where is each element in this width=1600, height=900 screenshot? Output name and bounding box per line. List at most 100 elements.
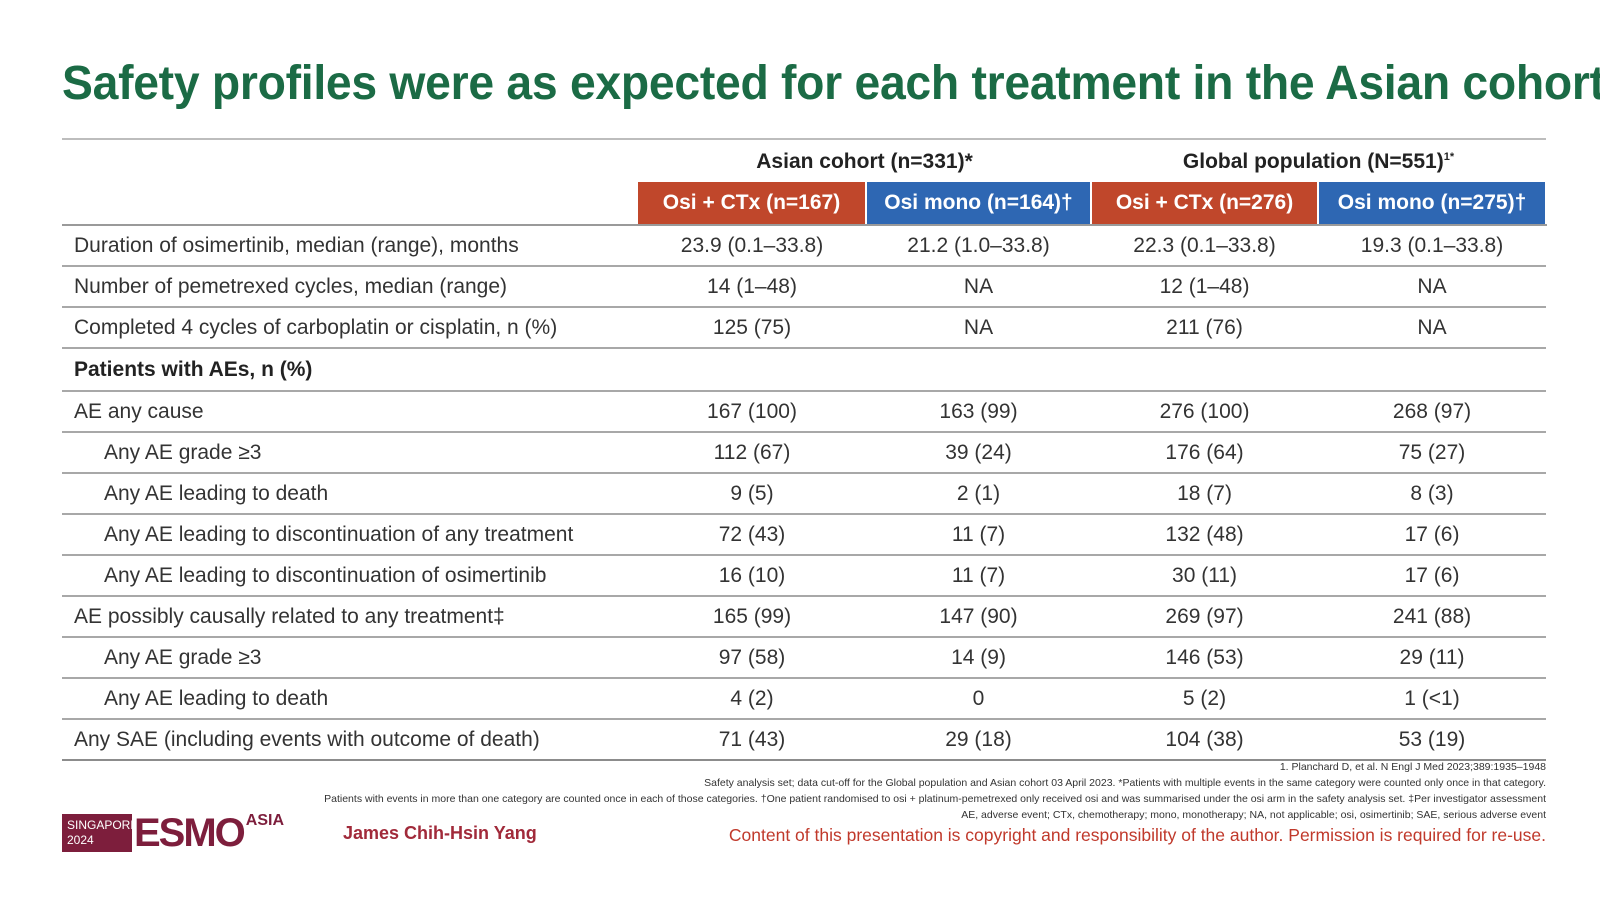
table-cell: 21.2 (1.0–33.8): [866, 225, 1092, 267]
section-label: Patients with AEs, n (%): [62, 348, 1547, 392]
table-cell: 167 (100): [638, 391, 866, 433]
table-cell: 1 (<1): [1318, 678, 1547, 720]
row-label: Number of pemetrexed cycles, median (ran…: [62, 266, 638, 308]
table-row: Duration of osimertinib, median (range),…: [62, 225, 1547, 267]
table-cell: 19.3 (0.1–33.8): [1318, 225, 1547, 267]
table-row: Any SAE (including events with outcome o…: [62, 719, 1547, 761]
table-cell: 30 (11): [1091, 555, 1319, 597]
arm-header-asian-mono: Osi mono (n=164)†: [866, 182, 1093, 226]
table-cell: 14 (9): [866, 637, 1092, 679]
table-cell: 16 (10): [638, 555, 866, 597]
arm-header-asian-combo: Osi + CTx (n=167): [638, 182, 867, 226]
table-cell: 165 (99): [638, 596, 866, 638]
table-cell: 29 (18): [866, 719, 1092, 761]
table-row: AE possibly causally related to any trea…: [62, 596, 1547, 638]
group-label: Asian cohort (n=331)*: [756, 150, 973, 173]
table-cell: 176 (64): [1091, 432, 1319, 474]
table-cell: 241 (88): [1318, 596, 1547, 638]
group-label: Global population (N=551): [1182, 150, 1444, 173]
table-cell: 9 (5): [638, 473, 866, 515]
group-header-global: Global population (N=551)1*: [1091, 142, 1546, 182]
table-row: Any AE leading to death 9 (5) 2 (1) 18 (7) 8…: [62, 473, 1547, 515]
table-cell: 14 (1–48): [638, 266, 866, 308]
table-cell: 29 (11): [1318, 637, 1547, 679]
table-cell: 75 (27): [1318, 432, 1547, 474]
table-cell: 276 (100): [1091, 391, 1319, 433]
row-label: Completed 4 cycles of carboplatin or cis…: [62, 307, 638, 349]
table-cell: 97 (58): [638, 637, 866, 679]
table-row: Completed 4 cycles of carboplatin or cis…: [62, 307, 1547, 349]
arm-header-spacer: [62, 182, 638, 226]
row-label: Any AE leading to discontinuation of osi…: [62, 555, 638, 597]
table-cell: 11 (7): [866, 514, 1092, 556]
top-divider: [62, 138, 1546, 140]
table-cell: 71 (43): [638, 719, 866, 761]
table-cell: 268 (97): [1318, 391, 1547, 433]
copyright-notice: Content of this presentation is copyrigh…: [728, 825, 1546, 845]
table-cell: 23.9 (0.1–33.8): [638, 225, 866, 267]
table-cell: 211 (76): [1091, 307, 1319, 349]
table-cell: NA: [866, 307, 1092, 349]
table-cell: 269 (97): [1091, 596, 1319, 638]
arm-header-global-combo: Osi + CTx (n=276): [1091, 182, 1320, 226]
table-cell: 112 (67): [638, 432, 866, 474]
safety-table: Asian cohort (n=331)* Global population …: [62, 142, 1548, 761]
section-header-row: Patients with AEs, n (%): [62, 348, 1547, 392]
table-cell: 22.3 (0.1–33.8): [1091, 225, 1319, 267]
table-row: Any AE grade ≥3 97 (58) 14 (9) 146 (53) 29 (…: [62, 637, 1547, 679]
row-label: Any AE leading to discontinuation of any…: [62, 514, 638, 556]
table-cell: 72 (43): [638, 514, 866, 556]
row-label: AE possibly causally related to any trea…: [62, 596, 638, 638]
footnote-reference: 1. Planchard D, et al. N Engl J Med 2023…: [1279, 761, 1546, 773]
table-cell: 4 (2): [638, 678, 866, 720]
logo-wordmark: ESMO: [134, 811, 246, 855]
table-cell: 39 (24): [866, 432, 1092, 474]
slide-title: Safety profiles were as expected for eac…: [62, 57, 1600, 110]
table-cell: 17 (6): [1318, 555, 1547, 597]
table-cell: 0: [866, 678, 1092, 720]
row-label: Any SAE (including events with outcome o…: [62, 719, 638, 761]
table-row: Any AE leading to discontinuation of any…: [62, 514, 1547, 556]
table-cell: 12 (1–48): [1091, 266, 1319, 308]
logo-year: 2024: [67, 833, 94, 847]
footnote-line: Patients with events in more than one ca…: [324, 793, 1546, 805]
table-cell: 11 (7): [866, 555, 1092, 597]
table-cell: 104 (38): [1091, 719, 1319, 761]
group-header-row: Asian cohort (n=331)* Global population …: [62, 142, 1546, 182]
table-cell: 53 (19): [1318, 719, 1547, 761]
table-cell: 125 (75): [638, 307, 866, 349]
logo-region: ASIA: [245, 812, 285, 829]
logo-city-box: SINGAPORE 2024: [62, 814, 139, 852]
table-cell: NA: [866, 266, 1092, 308]
header-spacer: [62, 142, 638, 182]
table-cell: NA: [1318, 307, 1547, 349]
table-cell: 146 (53): [1091, 637, 1319, 679]
presenter-name: James Chih-Hsin Yang: [343, 823, 537, 843]
group-header-asian: Asian cohort (n=331)*: [638, 142, 1091, 182]
arm-header-global-mono: Osi mono (n=275)†: [1318, 182, 1548, 226]
group-sup: 1*: [1443, 151, 1455, 163]
table-cell: 5 (2): [1091, 678, 1319, 720]
footnotes: 1. Planchard D, et al. N Engl J Med 2023…: [246, 759, 1546, 823]
table-row: AE any cause 167 (100) 163 (99) 276 (100) 26…: [62, 391, 1547, 433]
table-cell: 132 (48): [1091, 514, 1319, 556]
row-label: AE any cause: [62, 391, 638, 433]
table-row: Any AE leading to discontinuation of osi…: [62, 555, 1547, 597]
table-row: Any AE leading to death 4 (2) 0 5 (2) 1 (<1): [62, 678, 1547, 720]
table-cell: 8 (3): [1318, 473, 1547, 515]
table-cell: NA: [1318, 266, 1547, 308]
row-label: Any AE grade ≥3: [62, 432, 638, 474]
row-label: Any AE leading to death: [62, 678, 638, 720]
table-row: Number of pemetrexed cycles, median (ran…: [62, 266, 1547, 308]
arm-header-row: Osi + CTx (n=167) Osi mono (n=164)† Osi …: [62, 182, 1548, 226]
row-label: Duration of osimertinib, median (range),…: [62, 225, 638, 267]
table-cell: 17 (6): [1318, 514, 1547, 556]
table-cell: 163 (99): [866, 391, 1092, 433]
footnote-abbreviations: AE, adverse event; CTx, chemotherapy; mo…: [961, 809, 1546, 821]
row-label: Any AE leading to death: [62, 473, 638, 515]
table-cell: 147 (90): [866, 596, 1092, 638]
table-cell: 2 (1): [866, 473, 1092, 515]
logo-city: SINGAPORE: [67, 818, 139, 832]
esmo-asia-logo: SINGAPORE 2024 ESMO ASIA: [62, 811, 285, 855]
row-label: Any AE grade ≥3: [62, 637, 638, 679]
